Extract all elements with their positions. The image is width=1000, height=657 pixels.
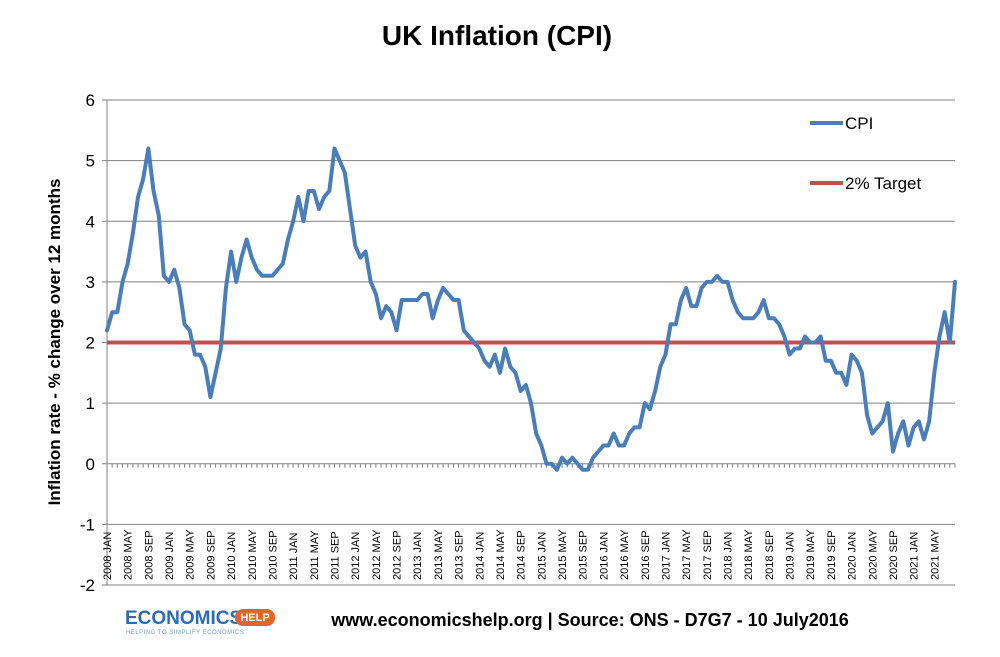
x-tick-label: 2018 JAN [722,532,734,580]
x-tick-label: 2008 MAY [123,529,135,580]
x-tick-label: 2017 JAN [660,532,672,580]
x-tick-label: 2016 MAY [619,529,631,580]
x-tick-label: 2019 JAN [785,532,797,580]
x-tick-label: 2015 SEP [578,530,590,580]
legend: CPI 2% Target [810,114,922,193]
footer-source: www.economicshelp.org | Source: ONS - D7… [330,610,849,630]
x-tick-label: 2021 JAN [909,532,921,580]
x-tick-label: 2019 MAY [805,529,817,580]
chart-title: UK Inflation (CPI) [382,20,612,51]
x-tick-label: 2011 SEP [330,531,342,580]
x-tick-label: 2021 MAY [929,529,941,580]
x-tick-label: 2019 SEP [826,530,838,580]
x-axis-ticks: 2008 JAN 2008 MAY 2008 SEP 2009 JAN 2009 MAY… [102,463,956,580]
logo-badge-text: HELP [240,612,269,624]
x-tick-label: 2010 JAN [226,532,238,580]
x-tick-label: 2010 MAY [247,529,259,580]
x-tick-label: 2011 MAY [309,530,321,580]
legend-target-label: 2% Target [845,174,922,193]
y-tick-label: 4 [86,212,95,231]
logo-tagline: HELPING TO SIMPLIFY ECONOMICS [126,630,244,636]
x-tick-label: 2020 JAN [847,532,859,580]
logo-main-text: ECONOMICS [125,608,242,629]
x-tick-label: 2008 SEP [143,530,155,580]
y-tick-label: 5 [86,152,95,171]
economics-help-logo: ECONOMICS HELP HELPING TO SIMPLIFY ECONO… [125,608,275,636]
x-tick-label: 2018 MAY [743,529,755,580]
y-tick-label: 1 [86,394,95,413]
x-tick-label: 2018 SEP [764,530,776,580]
x-tick-label: 2014 MAY [495,529,507,580]
x-tick-label: 2017 SEP [702,530,714,580]
legend-cpi-label: CPI [845,114,873,133]
x-tick-label: 2012 MAY [371,529,383,580]
x-tick-label: 2009 JAN [164,532,176,580]
x-tick-label: 2012 JAN [350,532,362,580]
x-tick-label: 2014 JAN [474,532,486,580]
y-axis-ticks: -2 -1 0 1 2 3 4 5 6 [80,91,107,595]
y-tick-label: 3 [86,273,95,292]
x-tick-label: 2009 SEP [205,530,217,580]
x-tick-label: 2014 SEP [516,530,528,580]
y-tick-label: 6 [86,91,95,110]
y-tick-label: -2 [80,576,95,595]
y-tick-label: 2 [86,334,95,353]
x-tick-label: 2016 JAN [598,532,610,580]
x-tick-label: 2012 SEP [392,530,404,580]
x-tick-label: 2013 MAY [433,529,445,580]
x-tick-label: 2008 JAN [102,532,114,580]
series [105,146,957,472]
x-tick-label: 2009 MAY [185,529,197,580]
x-tick-label: 2013 JAN [412,532,424,580]
x-tick-label: 2013 SEP [454,530,466,580]
y-tick-label: -1 [80,515,95,534]
x-tick-label: 2016 SEP [640,530,652,580]
x-tick-label: 2011 JAN [288,532,300,580]
x-tick-label: 2020 SEP [888,530,900,580]
cpi-line [105,146,957,472]
y-tick-label: 0 [86,455,95,474]
x-tick-label: 2015 JAN [536,532,548,580]
y-axis-label: Inflation rate - % change over 12 months [45,179,64,506]
x-tick-label: 2015 MAY [557,529,569,580]
x-tick-label: 2020 MAY [867,529,879,580]
logo-badge-shape [235,609,275,626]
x-tick-label: 2017 MAY [681,529,693,580]
x-tick-label: 2010 SEP [267,530,279,580]
